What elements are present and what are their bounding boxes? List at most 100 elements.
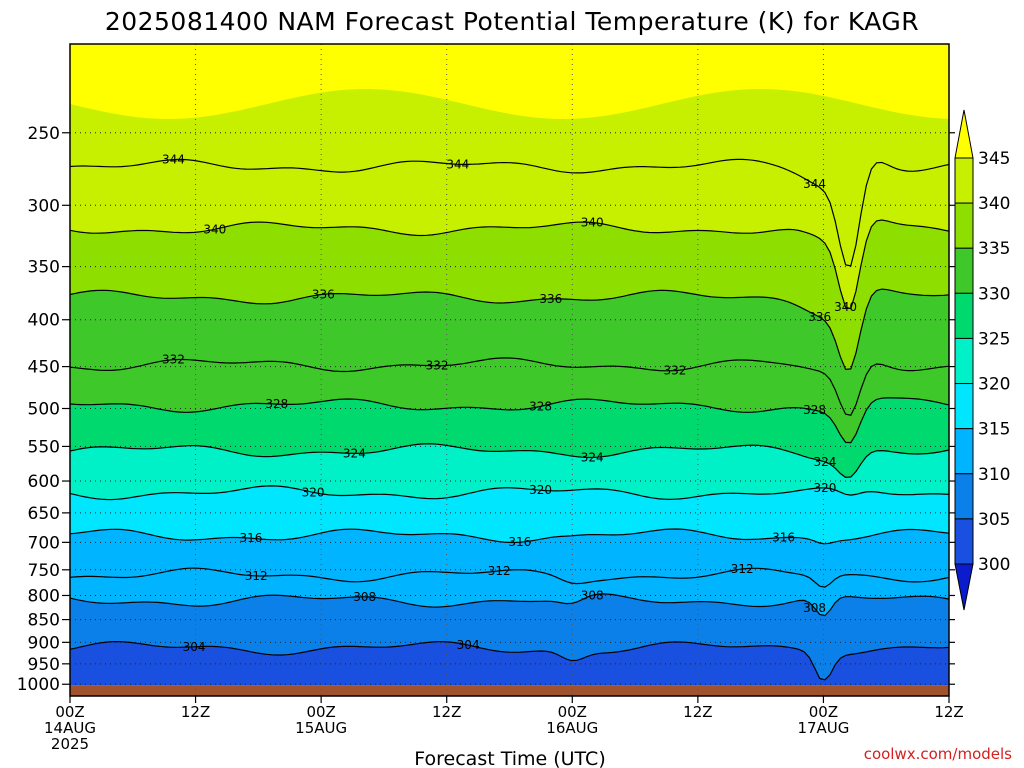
x-tick-label: 00Z [558, 703, 587, 721]
theta-band [70, 593, 949, 680]
theta-band-top [70, 44, 949, 119]
colorbar-label: 300 [978, 555, 1010, 575]
y-tick-label: 1000 [17, 675, 60, 695]
x-tick-label: 12Z [432, 703, 461, 721]
isentrope-328 [69, 397, 950, 444]
contour-label: 332 [664, 364, 687, 378]
isentrope-324 [69, 443, 950, 479]
theta-band [70, 357, 949, 443]
contour-label: 340 [203, 222, 226, 236]
contour-label: 344 [803, 177, 826, 191]
y-tick-label: 450 [28, 358, 60, 378]
x-tick-label: 17AUG [797, 719, 849, 737]
theta-band [70, 485, 949, 544]
contour-label: 336 [539, 292, 562, 306]
contour-label: 320 [302, 485, 325, 499]
y-tick-label: 400 [28, 311, 60, 331]
x-tick-label: 15AUG [295, 719, 347, 737]
contour-label: 324 [813, 455, 836, 469]
colorbar-bin [954, 473, 974, 520]
colorbar-bottom-arrow [954, 563, 974, 611]
theta-band [70, 641, 949, 686]
contour-label: 312 [731, 562, 754, 576]
contour-label: 336 [808, 310, 831, 324]
y-tick-label: 250 [28, 124, 60, 144]
colorbar-label: 345 [978, 149, 1010, 169]
y-tick-label: 300 [28, 196, 60, 216]
colorbar-label: 310 [978, 465, 1010, 485]
x-tick-label: 2025 [51, 735, 89, 753]
contour-label: 328 [265, 397, 288, 411]
contour-label: 340 [834, 300, 857, 314]
contour-label: 320 [529, 483, 552, 497]
colorbar-bin [954, 518, 974, 565]
isentrope-344 [69, 158, 950, 267]
colorbar: 345 340 335 330 325 320 315 310 305 300 [954, 109, 1010, 611]
contour-label: 332 [426, 359, 449, 373]
colorbar-bin [954, 383, 974, 430]
plot-area: 304 304 308 308 308 312 312 312 316 316 316 320 320 3… [69, 44, 950, 696]
contour-label: 308 [581, 588, 604, 602]
axes: 2503003504004505005506006507007508008509… [17, 43, 964, 753]
y-tick-label: 500 [28, 400, 60, 420]
colorbar-bin [954, 247, 974, 294]
y-tick-label: 650 [28, 504, 60, 524]
y-tick-label: 950 [28, 655, 60, 675]
colorbar-bin [954, 202, 974, 249]
theta-band [70, 289, 949, 416]
y-tick-label: 850 [28, 611, 60, 631]
isentrope-304 [69, 640, 950, 681]
isentrope-332 [69, 357, 950, 416]
contour-label: 328 [803, 403, 826, 417]
contour-label: 340 [581, 215, 604, 229]
y-tick-label: 700 [28, 533, 60, 553]
y-tick-label: 550 [28, 437, 60, 457]
chart-title: 2025081400 NAM Forecast Potential Temper… [105, 7, 919, 36]
colorbar-label: 325 [978, 329, 1010, 349]
contour-label: 312 [245, 569, 268, 583]
theta-band [70, 44, 949, 266]
colorbar-label: 305 [978, 510, 1010, 530]
isentrope-336 [69, 288, 950, 371]
contour-label: 324 [343, 446, 366, 460]
theta-band [70, 159, 949, 309]
theta-band [70, 568, 949, 616]
contour-label: 316 [508, 535, 531, 549]
isentrope-312 [69, 567, 950, 588]
x-tick-label: 12Z [683, 703, 712, 721]
x-tick-label: 00Z [306, 703, 335, 721]
contour-label: 332 [162, 353, 185, 367]
colorbar-top-arrow [954, 109, 974, 159]
plot-frame [69, 43, 950, 697]
y-tick-label: 800 [28, 586, 60, 606]
x-tick-label: 14AUG [44, 719, 96, 737]
contour-label: 304 [457, 638, 480, 652]
x-tick-label: 00Z [55, 703, 84, 721]
theta-band [70, 220, 949, 370]
y-tick-label: 900 [28, 633, 60, 653]
x-tick-label: 16AUG [546, 719, 598, 737]
contour-label: 308 [803, 601, 826, 615]
x-tick-label: 12Z [181, 703, 210, 721]
contour-label: 304 [183, 640, 206, 654]
contour-label: 324 [581, 450, 604, 464]
contour-label: 320 [813, 481, 836, 495]
colorbar-bin [954, 337, 974, 385]
x-tick-label: 12Z [934, 703, 963, 721]
y-tick-label: 350 [28, 258, 60, 278]
colorbar-bin [954, 428, 974, 475]
contour-label: 328 [529, 399, 552, 413]
isentrope-320 [69, 485, 950, 501]
credit-text: coolwx.com/models [864, 745, 1012, 763]
isentrope-316 [69, 528, 950, 545]
isentrope-340 [69, 219, 950, 310]
contour-label: 316 [240, 531, 263, 545]
colorbar-label: 330 [978, 284, 1010, 304]
colorbar-label: 315 [978, 420, 1010, 440]
contour-label: 344 [162, 153, 185, 167]
contour-label: 312 [488, 564, 511, 578]
colorbar-label: 320 [978, 375, 1010, 395]
ground-surface [70, 685, 949, 696]
contour-label: 316 [772, 531, 795, 545]
theta-band [70, 443, 949, 500]
